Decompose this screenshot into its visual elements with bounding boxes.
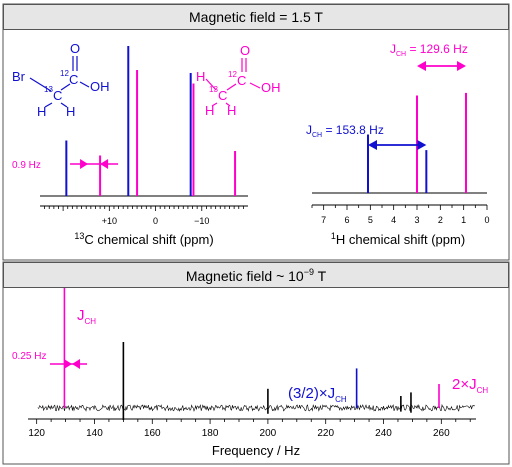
atom-o: O xyxy=(240,43,250,58)
bond-c-h3 xyxy=(225,102,231,107)
zulf-two-j-label: 2×JCH xyxy=(452,376,488,395)
zulf-xlabel: Frequency / Hz xyxy=(212,443,300,458)
atom-c12-mass: 12 xyxy=(60,69,69,78)
atom-h2: H xyxy=(66,104,75,119)
zulf-spectrum: 120 140 160 180 200 220 240 260 JCH 0.25 Hz (3/… xyxy=(12,288,488,458)
bond-c-oh xyxy=(79,81,90,88)
c13-spectrum: +10 0 −10 0.9 Hz 13C chemical shift (ppm) xyxy=(12,46,248,247)
zulf-j-label: JCH xyxy=(77,307,96,326)
c13-annotation-label: 0.9 Hz xyxy=(12,160,41,171)
zulf-tick-label: 240 xyxy=(375,428,392,439)
bottom-panel-header xyxy=(3,262,509,288)
zulf-tick-label: 220 xyxy=(317,428,334,439)
atom-c13: C xyxy=(218,88,227,103)
bottom-panel-title-exp: −9 xyxy=(304,267,314,277)
h1-tick-label: 2 xyxy=(438,215,443,225)
zulf-width-label: 0.25 Hz xyxy=(12,351,46,362)
zulf-tick-label: 200 xyxy=(260,428,277,439)
c13-tick-label: +10 xyxy=(102,216,117,226)
atom-h2: H xyxy=(205,103,214,118)
bond-br-c xyxy=(29,77,52,92)
zulf-tick-label: 120 xyxy=(28,428,45,439)
zulf-three-halves-j-label: (3/2)×JCH xyxy=(288,385,347,404)
c13-tick-label: 0 xyxy=(153,216,158,226)
bond-c-h2 xyxy=(60,102,68,108)
h1-xlabel: 1H chemical shift (ppm) xyxy=(331,231,465,247)
h1-tick-label: 7 xyxy=(321,215,326,225)
h1-tick-label: 3 xyxy=(414,215,419,225)
bottom-panel-title: Magnetic field ~ 10−9 T xyxy=(186,267,327,284)
atom-oh: OH xyxy=(90,79,110,94)
h1-coupling-arrowhead-right xyxy=(457,61,466,71)
atom-h3: H xyxy=(227,103,236,118)
atom-c13: C xyxy=(53,88,62,103)
zulf-tick-label: 160 xyxy=(144,428,161,439)
zulf-tick-label: 140 xyxy=(86,428,103,439)
atom-c12: C xyxy=(237,73,246,88)
h1-spectrum: 7 6 5 4 3 2 1 0 JCH = 129.6 Hz JCH = 153.8 Hz 1H… xyxy=(306,42,490,247)
zulf-tick-label: 260 xyxy=(433,428,450,439)
h1-tick-label: 1 xyxy=(461,215,466,225)
h1-coupling-label: JCH = 129.6 Hz xyxy=(390,42,468,58)
bond-c-h1 xyxy=(44,102,53,108)
molecule-acetic-acid: H H H 13 C 12 C O OH xyxy=(196,43,281,118)
bond-c-c xyxy=(60,83,71,91)
atom-c12-mass: 12 xyxy=(228,70,237,79)
bond-h-c xyxy=(205,78,217,91)
zulf-width-arrowhead-left xyxy=(72,359,80,369)
top-panel-title: Magnetic field = 1.5 T xyxy=(189,9,323,25)
c13-annotation: 0.9 Hz xyxy=(12,159,119,171)
atom-c13-mass: 13 xyxy=(209,85,218,94)
top-panel-header xyxy=(3,4,509,30)
zulf-width-arrowhead-right xyxy=(64,359,72,369)
atom-h1: H xyxy=(196,69,205,84)
bond-c-h2 xyxy=(211,102,218,107)
zulf-tick-label: 180 xyxy=(202,428,219,439)
h1-tick-label: 6 xyxy=(344,215,349,225)
c13-xlabel: 13C chemical shift (ppm) xyxy=(74,231,213,247)
zulf-noise-trace xyxy=(37,403,475,412)
zulf-annotations: JCH 0.25 Hz (3/2)×JCH 2×JCH xyxy=(12,307,488,404)
h1-coupling-label: JCH = 153.8 Hz xyxy=(306,123,384,139)
atom-h1: H xyxy=(37,104,46,119)
h1-tick-label: 0 xyxy=(484,215,489,225)
top-panel-frame xyxy=(2,3,510,261)
bond-c-oh xyxy=(249,82,261,89)
atom-oh: OH xyxy=(261,80,281,95)
atom-o: O xyxy=(70,41,80,56)
c13-annotation-arrowhead-right xyxy=(80,159,89,169)
c13-tick-label: −10 xyxy=(194,216,209,226)
molecule-bromoacetic-acid: Br 13 C 12 C O OH H H xyxy=(12,41,110,119)
h1-coupling-arrowhead-left xyxy=(417,61,426,71)
atom-br: Br xyxy=(12,69,26,84)
h1-tick-label: 5 xyxy=(368,215,373,225)
h1-coupling-arrowhead-left xyxy=(368,140,377,150)
bond-c-c xyxy=(226,83,237,91)
h1-coupling-arrowhead-right xyxy=(417,140,427,150)
atom-c12: C xyxy=(69,72,78,87)
c13-annotation-arrowhead-left xyxy=(100,159,109,169)
h1-tick-label: 4 xyxy=(391,215,396,225)
